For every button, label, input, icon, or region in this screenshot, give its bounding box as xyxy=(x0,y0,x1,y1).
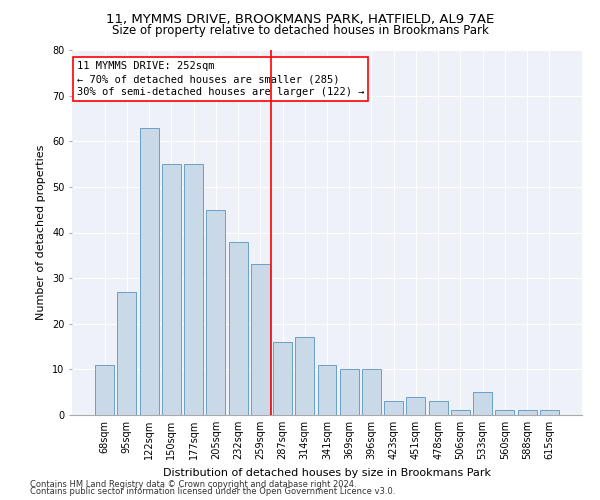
Text: Contains HM Land Registry data © Crown copyright and database right 2024.: Contains HM Land Registry data © Crown c… xyxy=(30,480,356,489)
X-axis label: Distribution of detached houses by size in Brookmans Park: Distribution of detached houses by size … xyxy=(163,468,491,477)
Bar xyxy=(184,164,203,415)
Text: 11, MYMMS DRIVE, BROOKMANS PARK, HATFIELD, AL9 7AE: 11, MYMMS DRIVE, BROOKMANS PARK, HATFIEL… xyxy=(106,12,494,26)
Bar xyxy=(518,410,536,415)
Bar xyxy=(362,370,381,415)
Bar xyxy=(95,365,114,415)
Bar xyxy=(540,410,559,415)
Bar xyxy=(473,392,492,415)
Text: 11 MYMMS DRIVE: 252sqm
← 70% of detached houses are smaller (285)
30% of semi-de: 11 MYMMS DRIVE: 252sqm ← 70% of detached… xyxy=(77,61,365,98)
Bar xyxy=(162,164,181,415)
Bar xyxy=(229,242,248,415)
Bar xyxy=(384,402,403,415)
Bar xyxy=(295,338,314,415)
Text: Contains public sector information licensed under the Open Government Licence v3: Contains public sector information licen… xyxy=(30,487,395,496)
Bar xyxy=(451,410,470,415)
Bar xyxy=(140,128,158,415)
Bar xyxy=(429,402,448,415)
Y-axis label: Number of detached properties: Number of detached properties xyxy=(37,145,46,320)
Bar xyxy=(118,292,136,415)
Text: Size of property relative to detached houses in Brookmans Park: Size of property relative to detached ho… xyxy=(112,24,488,37)
Bar xyxy=(496,410,514,415)
Bar xyxy=(340,370,359,415)
Bar xyxy=(251,264,270,415)
Bar xyxy=(273,342,292,415)
Bar xyxy=(406,397,425,415)
Bar xyxy=(206,210,225,415)
Bar xyxy=(317,365,337,415)
